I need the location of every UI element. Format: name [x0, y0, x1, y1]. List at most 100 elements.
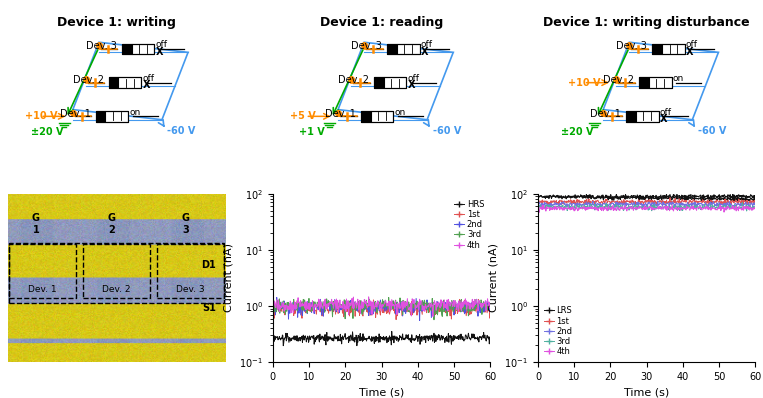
- HRS: [353, 343, 362, 348]
- Text: Device 1: reading: Device 1: reading: [320, 16, 443, 29]
- Line: 2nd: 2nd: [273, 297, 490, 320]
- Text: X: X: [686, 47, 694, 57]
- Text: Dev. 1: Dev. 1: [590, 109, 621, 119]
- HRS: [447, 334, 456, 339]
- Bar: [108, 77, 141, 88]
- Text: on: on: [673, 74, 684, 83]
- Line: 2nd: 2nd: [538, 201, 755, 208]
- Bar: [652, 43, 684, 55]
- 2nd: [373, 306, 382, 311]
- 4th: [386, 300, 395, 305]
- Text: off: off: [143, 74, 154, 83]
- 3rd: [384, 295, 393, 300]
- HRS: [485, 336, 494, 340]
- 4th: [638, 206, 647, 211]
- 1st: [372, 305, 381, 310]
- 3rd: [373, 300, 382, 305]
- Bar: [361, 111, 371, 122]
- 2nd: [272, 295, 282, 300]
- 3rd: [430, 317, 439, 322]
- Bar: [131, 43, 154, 55]
- Line: LRS: LRS: [538, 194, 755, 200]
- 1st: [663, 201, 672, 206]
- LRS: [663, 194, 672, 199]
- LRS: [637, 194, 646, 199]
- 2nd: [398, 314, 407, 318]
- 4th: [429, 314, 438, 319]
- Text: G
1: G 1: [32, 213, 40, 235]
- Bar: [8, 244, 76, 298]
- Bar: [122, 43, 154, 55]
- Text: Dev. 3: Dev. 3: [86, 41, 117, 51]
- 1st: [713, 198, 722, 203]
- Text: S1: S1: [202, 303, 216, 313]
- 4th: [481, 308, 491, 313]
- 3rd: [269, 306, 278, 310]
- Line: 1st: 1st: [538, 198, 755, 205]
- 4th: [751, 205, 760, 210]
- LRS: [751, 195, 760, 200]
- Text: +10 V: +10 V: [568, 78, 601, 88]
- 2nd: [638, 203, 647, 207]
- 2nd: [751, 202, 760, 207]
- LRS: [707, 197, 716, 202]
- 2nd: [415, 318, 424, 323]
- Text: off: off: [420, 40, 433, 49]
- Text: +5 V: +5 V: [290, 111, 316, 121]
- Text: Device 1: writing: Device 1: writing: [57, 16, 175, 29]
- Bar: [374, 77, 384, 88]
- 2nd: [746, 200, 755, 205]
- 2nd: [713, 201, 722, 205]
- 3rd: [746, 206, 755, 211]
- Bar: [384, 77, 407, 88]
- Bar: [374, 77, 407, 88]
- 3rd: [652, 205, 661, 209]
- 3rd: [447, 298, 456, 303]
- X-axis label: Time (s): Time (s): [359, 388, 404, 398]
- HRS: [386, 335, 395, 339]
- LRS: [652, 193, 661, 198]
- Text: X: X: [420, 47, 428, 57]
- Legend: HRS, 1st, 2nd, 3rd, 4th: HRS, 1st, 2nd, 3rd, 4th: [452, 198, 486, 251]
- LRS: [639, 195, 648, 199]
- Text: X: X: [143, 80, 150, 90]
- Bar: [626, 111, 658, 122]
- HRS: [372, 338, 381, 342]
- Text: X: X: [407, 80, 415, 90]
- 3rd: [481, 301, 491, 306]
- Bar: [636, 111, 658, 122]
- 4th: [364, 295, 373, 299]
- 1st: [651, 199, 660, 203]
- 2nd: [447, 302, 456, 307]
- 1st: [373, 312, 382, 316]
- Text: Dev. 3: Dev. 3: [351, 41, 382, 51]
- HRS: [373, 336, 382, 341]
- 4th: [535, 210, 544, 215]
- Text: -60 V: -60 V: [433, 127, 461, 137]
- Line: 4th: 4th: [538, 205, 755, 212]
- 1st: [485, 310, 494, 315]
- 1st: [398, 308, 407, 313]
- HRS: [269, 335, 278, 339]
- Text: Dev. 2: Dev. 2: [72, 75, 104, 85]
- 1st: [481, 308, 491, 312]
- Text: Dev. 3: Dev. 3: [617, 41, 647, 51]
- 2nd: [386, 305, 395, 310]
- Bar: [156, 244, 224, 298]
- 4th: [372, 303, 381, 308]
- Line: 4th: 4th: [273, 297, 490, 316]
- 4th: [639, 205, 648, 210]
- Y-axis label: Current (nA): Current (nA): [489, 244, 499, 312]
- Line: 3rd: 3rd: [538, 203, 755, 211]
- 4th: [652, 207, 661, 211]
- Bar: [371, 111, 394, 122]
- 1st: [533, 199, 542, 204]
- Bar: [387, 43, 420, 55]
- 4th: [746, 207, 755, 211]
- 2nd: [663, 201, 672, 205]
- Text: Dev. 3: Dev. 3: [176, 285, 204, 294]
- Y-axis label: Current (nA): Current (nA): [224, 244, 233, 312]
- Bar: [122, 43, 131, 55]
- 1st: [751, 200, 760, 205]
- Text: Dev. 2: Dev. 2: [102, 285, 130, 294]
